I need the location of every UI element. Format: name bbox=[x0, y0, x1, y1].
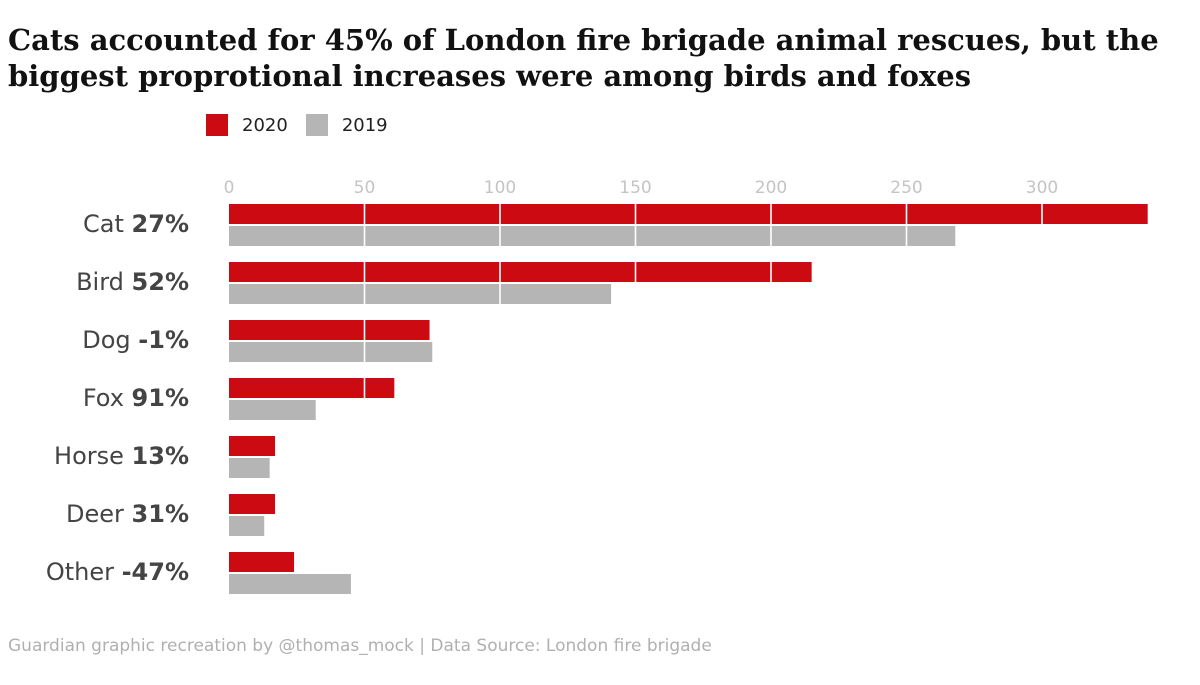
tick-label-50: 50 bbox=[354, 178, 376, 198]
change-percent: -1% bbox=[138, 326, 189, 354]
category-label-fox: Fox 91% bbox=[83, 384, 189, 412]
bar-other-2019 bbox=[229, 574, 351, 594]
bar-cat-2020 bbox=[229, 204, 1148, 224]
bar-horse-2020 bbox=[229, 436, 276, 456]
tick-label-150: 150 bbox=[619, 178, 651, 198]
category-name: Fox bbox=[83, 384, 132, 412]
legend-swatch-2020 bbox=[206, 114, 228, 136]
bar-bird-2020 bbox=[229, 262, 812, 282]
legend-label-2019: 2019 bbox=[341, 114, 388, 136]
bar-dog-2019 bbox=[229, 342, 433, 362]
tick-label-250: 250 bbox=[890, 178, 922, 198]
category-label-deer: Deer 31% bbox=[66, 500, 189, 528]
bar-other-2020 bbox=[229, 552, 295, 572]
tick-label-0: 0 bbox=[224, 178, 235, 198]
change-percent: 91% bbox=[132, 384, 189, 412]
legend-swatch-2019 bbox=[305, 114, 328, 136]
legend: 2020 2019 bbox=[206, 113, 406, 137]
change-percent: -47% bbox=[122, 558, 189, 586]
chart-title: Cats accounted for 45% of London fire br… bbox=[8, 23, 1159, 93]
bar-fox-2019 bbox=[229, 400, 316, 420]
tick-label-100: 100 bbox=[484, 178, 516, 198]
legend-item-2020: 2020 bbox=[206, 114, 288, 136]
change-percent: 52% bbox=[132, 268, 189, 296]
change-percent: 27% bbox=[132, 210, 189, 238]
category-name: Deer bbox=[66, 500, 132, 528]
category-label-horse: Horse 13% bbox=[54, 442, 189, 470]
bar-cat-2019 bbox=[229, 226, 956, 246]
bar-fox-2020 bbox=[229, 378, 395, 398]
gridlines bbox=[363, 180, 1043, 600]
category-name: Other bbox=[46, 558, 122, 586]
category-label-dog: Dog -1% bbox=[82, 326, 189, 354]
category-name: Cat bbox=[83, 210, 132, 238]
bar-deer-2019 bbox=[229, 516, 265, 536]
bars-group bbox=[229, 204, 1148, 594]
source-caption: Guardian graphic recreation by @thomas_m… bbox=[8, 636, 712, 656]
bar-dog-2020 bbox=[229, 320, 430, 340]
x-axis-ticks: 0 50 100 150 200 250 300 bbox=[224, 178, 1059, 198]
legend-item-2019: 2019 bbox=[305, 114, 388, 136]
change-percent: 31% bbox=[132, 500, 189, 528]
category-label-cat: Cat 27% bbox=[83, 210, 189, 238]
category-labels: Cat 27% Bird 52% Dog -1% Fox 91% Horse 13% De… bbox=[46, 210, 189, 586]
tick-label-300: 300 bbox=[1026, 178, 1058, 198]
category-name: Dog bbox=[82, 326, 138, 354]
category-label-bird: Bird 52% bbox=[76, 268, 189, 296]
category-label-other: Other -47% bbox=[46, 558, 189, 586]
category-name: Bird bbox=[76, 268, 131, 296]
category-name: Horse bbox=[54, 442, 132, 470]
tick-label-200: 200 bbox=[755, 178, 787, 198]
legend-label-2020: 2020 bbox=[242, 114, 288, 136]
bar-bird-2019 bbox=[229, 284, 612, 304]
change-percent: 13% bbox=[132, 442, 189, 470]
bar-horse-2019 bbox=[229, 458, 270, 478]
bar-deer-2020 bbox=[229, 494, 276, 514]
